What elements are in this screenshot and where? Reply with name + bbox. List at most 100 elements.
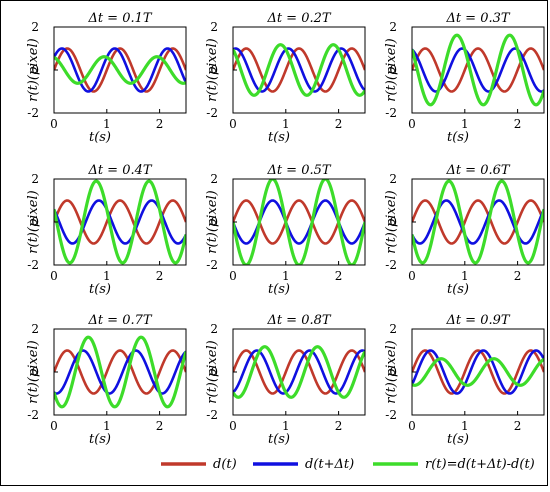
y-tick-label: -2 [206, 408, 218, 422]
y-tick-label: 2 [31, 20, 39, 34]
panel-title: Δt = 0.9T [445, 313, 510, 328]
y-tick-label: -2 [27, 106, 39, 120]
panel-title: Δt = 0.2T [266, 11, 331, 26]
panel-title: Δt = 0.7T [87, 313, 152, 328]
y-tick-label: 2 [31, 172, 39, 186]
legend-label-d_shift: d(t+Δt) [305, 457, 354, 472]
x-axis-label: t(s) [268, 130, 290, 145]
x-tick-label: 2 [514, 117, 522, 131]
x-tick-label: 2 [514, 419, 522, 433]
panel-9: Δt = 0.9T -2 0 2 0 1 2 t(s) r(t)(pixel) [384, 313, 545, 447]
panel-4-series [54, 179, 186, 265]
series-d_shift [412, 349, 544, 395]
y-tick-label: 0 [389, 215, 397, 229]
x-tick-label: 1 [103, 419, 111, 433]
x-tick-label: 0 [50, 269, 58, 283]
panel-7-series [54, 335, 186, 409]
panel-5-series [233, 179, 365, 265]
x-tick-label: 2 [156, 269, 164, 283]
y-tick-label: 2 [210, 20, 218, 34]
y-tick-label: 2 [389, 20, 397, 34]
x-tick-label: 2 [156, 419, 164, 433]
y-tick-label: 2 [389, 172, 397, 186]
series-r [412, 33, 544, 107]
y-tick-label: -2 [27, 408, 39, 422]
panel-title: Δt = 0.3T [445, 11, 510, 26]
x-tick-label: 0 [50, 419, 58, 433]
x-tick-label: 1 [103, 269, 111, 283]
series-d [412, 47, 544, 93]
x-tick-label: 1 [461, 269, 469, 283]
x-tick-label: 0 [408, 117, 416, 131]
series-r [54, 55, 186, 85]
x-tick-label: 2 [514, 269, 522, 283]
series-r [233, 43, 365, 97]
x-tick-label: 1 [282, 269, 290, 283]
panel-1-series [54, 47, 186, 93]
panel-3-series [412, 33, 544, 107]
y-tick-label: 0 [389, 365, 397, 379]
panel-5: Δt = 0.5T -2 0 2 0 1 2 t(s) r(t)(pixel) [205, 163, 366, 297]
x-tick-label: 0 [229, 117, 237, 131]
x-tick-label: 1 [282, 419, 290, 433]
y-tick-label: 2 [210, 172, 218, 186]
x-tick-label: 2 [156, 117, 164, 131]
y-tick-label: 0 [389, 63, 397, 77]
x-axis-label: t(s) [268, 432, 290, 447]
panel-title: Δt = 0.6T [445, 163, 510, 178]
y-tick-label: 2 [210, 322, 218, 336]
legend-label-d: d(t) [213, 457, 237, 472]
x-tick-label: 1 [103, 117, 111, 131]
y-tick-label: 2 [389, 322, 397, 336]
y-axis-label: r(t)(pixel) [384, 340, 399, 403]
series-d_shift [412, 199, 544, 245]
y-axis-label: r(t)(pixel) [384, 38, 399, 101]
legend-label-r: r(t)=d(t+Δt)-d(t) [425, 457, 535, 472]
panel-title: Δt = 0.4T [87, 163, 152, 178]
series-d_shift [412, 47, 544, 93]
x-tick-label: 0 [229, 419, 237, 433]
legend: d(t) d(t+Δt) r(t)=d(t+Δt)-d(t) [161, 457, 535, 472]
series-d_shift [54, 199, 186, 245]
x-axis-label: t(s) [447, 282, 469, 297]
x-axis-label: t(s) [268, 282, 290, 297]
series-d_shift [54, 47, 186, 93]
x-axis-label: t(s) [447, 432, 469, 447]
x-tick-label: 1 [461, 419, 469, 433]
series-r [233, 179, 365, 265]
x-axis-label: t(s) [89, 130, 111, 145]
series-d [233, 199, 365, 245]
x-tick-label: 1 [282, 117, 290, 131]
x-tick-label: 1 [461, 117, 469, 131]
series-r [233, 345, 365, 399]
y-axis-label: r(t)(pixel) [26, 38, 41, 101]
panel-8-series [233, 345, 365, 399]
series-r [54, 335, 186, 409]
x-tick-label: 2 [335, 117, 343, 131]
x-axis-label: t(s) [89, 282, 111, 297]
y-axis-label: r(t)(pixel) [26, 190, 41, 253]
y-tick-label: -2 [27, 258, 39, 272]
x-axis-label: t(s) [89, 432, 111, 447]
y-axis-label: r(t)(pixel) [205, 38, 220, 101]
x-tick-label: 0 [229, 269, 237, 283]
y-tick-label: 0 [31, 365, 39, 379]
panel-7: Δt = 0.7T -2 0 2 0 1 2 t(s) r(t)(pixel) [26, 313, 187, 447]
panel-8: Δt = 0.8T -2 0 2 0 1 2 t(s) r(t)(pixel) [205, 313, 366, 447]
y-tick-label: -2 [385, 408, 397, 422]
x-tick-label: 0 [408, 269, 416, 283]
y-tick-label: -2 [206, 106, 218, 120]
series-d [412, 199, 544, 245]
panel-1: Δt = 0.1T -2 0 2 0 1 2 t(s) r(t)(pixel) [26, 11, 187, 145]
y-tick-label: 2 [31, 322, 39, 336]
x-axis-label: t(s) [447, 130, 469, 145]
series-d [54, 349, 186, 395]
panel-3: Δt = 0.3T -2 0 2 0 1 2 t(s) r(t)(pixel) [384, 11, 545, 145]
panel-4: Δt = 0.4T -2 0 2 0 1 2 t(s) r(t)(pixel) [26, 163, 187, 297]
y-tick-label: -2 [385, 258, 397, 272]
y-tick-label: 0 [210, 365, 218, 379]
y-tick-label: -2 [385, 106, 397, 120]
series-r [54, 179, 186, 265]
y-tick-label: 0 [31, 215, 39, 229]
y-tick-label: 0 [210, 215, 218, 229]
